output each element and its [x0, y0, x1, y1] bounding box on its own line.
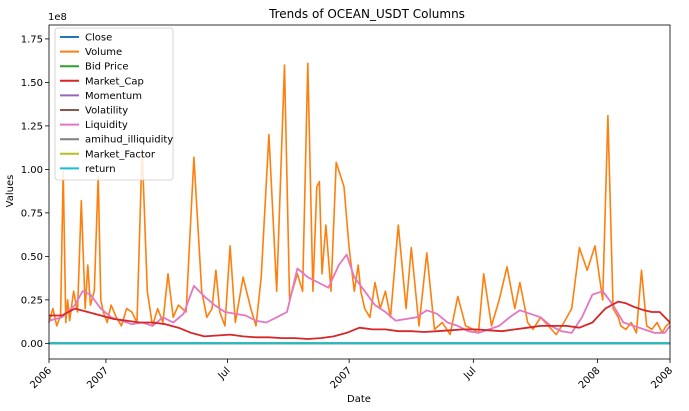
chart-title: Trends of OCEAN_USDT Columns: [268, 7, 465, 21]
legend-label: Market_Factor: [85, 149, 156, 160]
legend-label: return: [85, 164, 116, 175]
legend-label: Momentum: [85, 91, 142, 102]
y-offset-label: 1e8: [48, 12, 67, 23]
legend-label: Market_Cap: [85, 76, 144, 87]
series-line-liquidity: [48, 253, 671, 334]
y-tick-label: 0.00: [21, 339, 43, 350]
legend-label: Bid Price: [85, 62, 129, 73]
legend-label: Volume: [85, 47, 122, 58]
y-tick-label: 0.50: [21, 252, 43, 263]
legend-label: amihud_illiquidity: [85, 135, 173, 146]
y-tick-label: 1.75: [21, 34, 43, 45]
series-line-market-cap: [49, 300, 671, 340]
y-tick-label: 0.75: [21, 208, 43, 219]
y-tick-label: 1.50: [21, 78, 43, 89]
axes-frame: [48, 24, 671, 360]
y-tick-label: 0.25: [21, 295, 43, 306]
y-tick-label: 1.00: [21, 165, 43, 176]
series-line-volume: [48, 62, 671, 336]
legend-label: Close: [85, 33, 112, 44]
legend-box: [54, 27, 174, 181]
legend-label: Volatility: [85, 106, 128, 117]
y-axis-label: Values: [5, 175, 16, 208]
y-tick-label: 1.25: [21, 121, 43, 132]
x-axis-label: Date: [347, 394, 371, 405]
legend-label: Liquidity: [85, 120, 128, 131]
plot-area: [48, 62, 671, 345]
legend: Close Volume Bid Price Market_Cap Momentum Vo…: [54, 27, 174, 181]
